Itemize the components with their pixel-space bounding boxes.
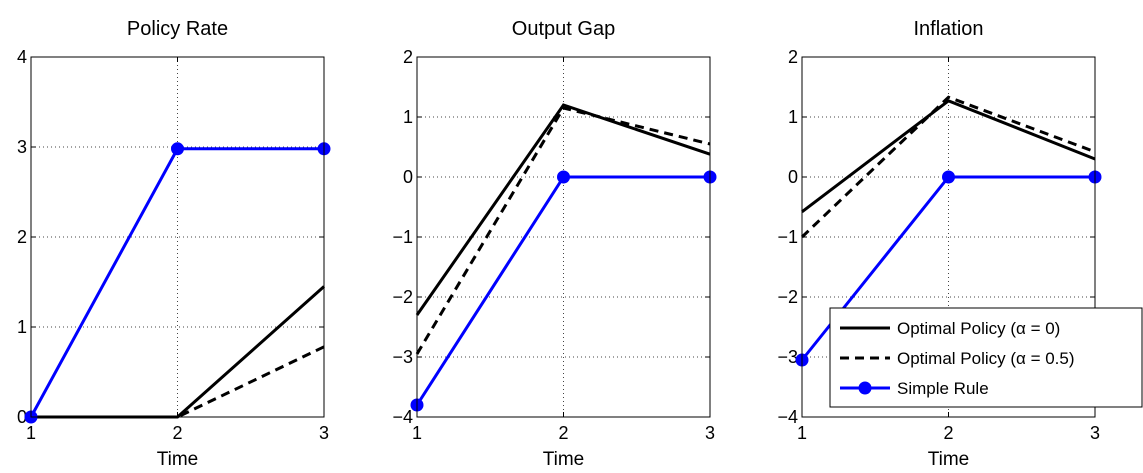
x-tick-label: 3	[319, 423, 329, 443]
chart-title: Inflation	[913, 18, 983, 40]
legend-marker	[858, 381, 872, 395]
y-tick-label: 2	[403, 47, 413, 67]
x-tick-label: 2	[943, 423, 953, 443]
y-tick-label: 4	[17, 47, 27, 67]
y-tick-label: 2	[17, 227, 27, 247]
chart-title: Policy Rate	[127, 18, 228, 40]
y-tick-label: 2	[788, 47, 798, 67]
series-line-2	[415, 106, 711, 355]
y-tick-label: −1	[777, 227, 798, 247]
y-tick-label: 0	[403, 167, 413, 187]
x-axis-label: Time	[157, 449, 199, 470]
x-tick-label: 3	[1090, 423, 1100, 443]
axes-box	[416, 56, 711, 418]
y-tick-label: −4	[777, 407, 798, 427]
y-tick-label: 3	[17, 137, 27, 157]
y-tick-label: 0	[788, 167, 798, 187]
y-tick-label: 1	[17, 317, 27, 337]
y-tick-label: −3	[392, 347, 413, 367]
legend-box	[829, 307, 1143, 408]
x-tick-label: 2	[172, 423, 182, 443]
y-tick-label: −1	[392, 227, 413, 247]
x-tick-label: 1	[412, 423, 422, 443]
data-point	[942, 170, 955, 184]
data-point	[171, 142, 184, 156]
x-axis-label: Time	[543, 449, 585, 470]
y-tick-label: 1	[403, 107, 413, 127]
legend-label: Optimal Policy (α = 0.5)	[897, 349, 1075, 368]
axes-box	[30, 56, 325, 418]
x-axis-label: Time	[928, 449, 970, 470]
chart-title: Output Gap	[512, 18, 615, 40]
x-tick-label: 2	[558, 423, 568, 443]
legend: Optimal Policy (α = 0) Optimal Policy (α …	[829, 307, 1143, 408]
y-tick-label: −4	[392, 407, 413, 427]
x-tick-label: 3	[705, 423, 715, 443]
x-tick-label: 1	[26, 423, 36, 443]
axes-box	[801, 56, 1096, 418]
y-tick-label: −2	[777, 287, 798, 307]
series-line-1	[801, 99, 1096, 213]
y-tick-label: −2	[392, 287, 413, 307]
data-point	[557, 170, 570, 184]
y-tick-label: 0	[17, 407, 27, 427]
legend-label: Simple Rule	[897, 379, 989, 398]
legend-label: Optimal Policy (α = 0)	[897, 319, 1060, 338]
y-tick-label: 1	[788, 107, 798, 127]
y-tick-label: −3	[777, 347, 798, 367]
x-tick-label: 1	[797, 423, 807, 443]
series-line-2	[800, 95, 1096, 239]
series-line-1	[415, 103, 711, 316]
chart-panel-2: −4 −3 −2 −1 0 1 2 1 2 3 Output Gap Time	[392, 18, 717, 470]
